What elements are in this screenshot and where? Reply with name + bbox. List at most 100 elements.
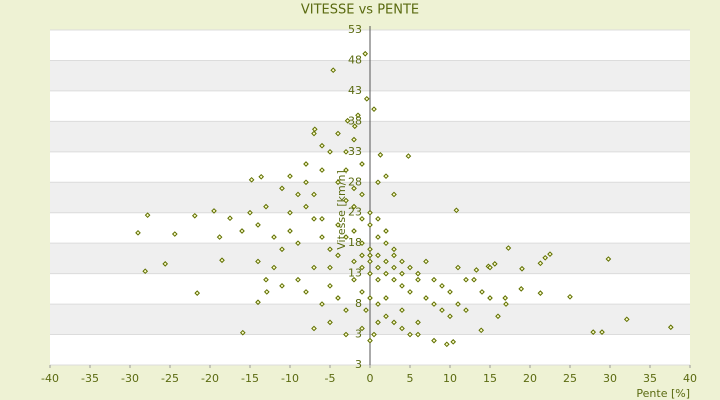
- point: [343, 331, 349, 338]
- point: [303, 289, 309, 295]
- point: [211, 208, 217, 214]
- point: [343, 234, 349, 240]
- point: [391, 264, 397, 271]
- point: [407, 289, 413, 295]
- point: [447, 289, 453, 295]
- point: [247, 209, 253, 216]
- x-tick-label: -30: [121, 372, 139, 385]
- point: [502, 295, 509, 301]
- y-tick-label: 13: [348, 267, 362, 280]
- point: [453, 207, 460, 214]
- x-tick-label: -5: [325, 372, 336, 385]
- point: [335, 222, 341, 228]
- point: [399, 270, 405, 277]
- point: [362, 50, 369, 57]
- point: [399, 258, 405, 265]
- y-tick-label: 23: [348, 206, 362, 219]
- point: [471, 276, 477, 283]
- point: [191, 212, 198, 219]
- point: [287, 173, 293, 180]
- point: [518, 286, 525, 292]
- point: [303, 161, 309, 167]
- point: [279, 282, 285, 289]
- point: [303, 179, 309, 186]
- point: [375, 234, 381, 240]
- point: [443, 341, 450, 348]
- point: [439, 282, 445, 289]
- point: [343, 148, 349, 155]
- point: [335, 130, 341, 137]
- point: [216, 234, 223, 240]
- point: [479, 289, 485, 295]
- point: [375, 215, 381, 222]
- point: [371, 331, 377, 338]
- point: [263, 203, 269, 210]
- point: [367, 246, 373, 253]
- y-tick-label: 18: [348, 236, 362, 249]
- point: [503, 301, 509, 307]
- point: [351, 258, 357, 265]
- point: [383, 313, 389, 320]
- point: [455, 301, 461, 307]
- point: [487, 295, 493, 301]
- point: [359, 289, 365, 295]
- point: [319, 215, 325, 222]
- point: [478, 327, 485, 334]
- y-tick-label: 48: [348, 53, 362, 66]
- point: [295, 191, 301, 198]
- point: [255, 258, 261, 265]
- y-tick-label: 28: [348, 175, 362, 188]
- point: [463, 276, 469, 283]
- point: [431, 276, 437, 283]
- x-axis-title: Pente [%]: [636, 387, 690, 400]
- point: [194, 290, 201, 296]
- x-tick-label: -20: [201, 372, 219, 385]
- point: [271, 234, 277, 240]
- point: [495, 313, 501, 320]
- point: [327, 319, 333, 326]
- y-tick-label: 3: [355, 358, 362, 371]
- x-tick-label: 10: [443, 372, 457, 385]
- x-tick-label: 15: [483, 372, 497, 385]
- point: [351, 136, 357, 143]
- point: [303, 203, 309, 210]
- x-tick-label: -15: [241, 372, 259, 385]
- y-tick-label: 38: [348, 114, 362, 127]
- point: [567, 293, 573, 300]
- point: [311, 264, 317, 271]
- point: [367, 209, 373, 216]
- x-tick-label: 20: [523, 372, 537, 385]
- point: [383, 258, 389, 265]
- point: [227, 215, 233, 222]
- point: [399, 282, 405, 289]
- point: [335, 179, 341, 186]
- point: [351, 123, 358, 130]
- x-tick-label: 40: [683, 372, 697, 385]
- point: [343, 197, 349, 204]
- point: [383, 228, 389, 234]
- point: [439, 307, 445, 314]
- point: [255, 222, 261, 228]
- point: [547, 251, 553, 257]
- point: [375, 252, 381, 259]
- point: [367, 270, 373, 277]
- point: [505, 245, 512, 251]
- point: [335, 252, 341, 259]
- point: [327, 282, 333, 289]
- point: [407, 264, 413, 271]
- point: [279, 246, 285, 253]
- point: [447, 313, 453, 320]
- point: [287, 209, 293, 216]
- point: [311, 130, 317, 137]
- x-tick-label: 0: [367, 372, 374, 385]
- point: [415, 331, 421, 338]
- point: [144, 212, 151, 218]
- point: [219, 257, 225, 264]
- point: [423, 295, 429, 301]
- point: [391, 319, 397, 326]
- point: [367, 252, 373, 259]
- point: [295, 276, 301, 283]
- point: [363, 307, 369, 314]
- x-tick-label: 30: [603, 372, 617, 385]
